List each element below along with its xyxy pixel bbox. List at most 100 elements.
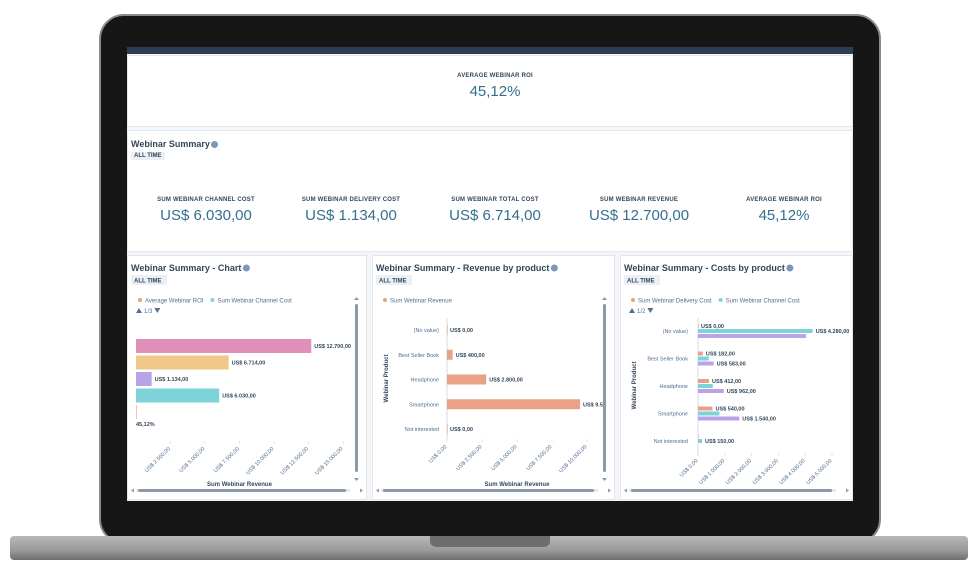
panel-svg: Webinar Summary - Chart ALL TIME Average W…: [131, 263, 363, 493]
scroll-right[interactable]: [846, 488, 849, 493]
laptop-base: [10, 536, 968, 560]
x-tick-label: US$ 5.000,00: [490, 444, 518, 472]
bar: [447, 399, 580, 410]
kpi-label: SUM WEBINAR TOTAL COST: [451, 197, 539, 203]
bar: [698, 334, 807, 338]
badge: ALL TIME: [131, 152, 165, 160]
summary-title: Webinar Summary: [131, 139, 218, 149]
badge-bg: [624, 275, 660, 285]
legend-label: Sum Webinar Channel Cost: [726, 299, 801, 305]
kpi-label: SUM WEBINAR REVENUE: [599, 197, 679, 203]
vscroll-up[interactable]: [354, 297, 359, 300]
vscroll-up[interactable]: [602, 297, 607, 300]
bar: [447, 424, 448, 434]
legend-swatch: [631, 298, 635, 302]
bar: [698, 416, 740, 421]
chart-panel: Webinar Summary - Costs by product ALL TI…: [620, 255, 853, 500]
data-label: US$ 6.714,00: [232, 361, 266, 367]
pager: 1/2: [637, 309, 646, 315]
bar: [136, 339, 312, 353]
scroll-thumb[interactable]: [383, 489, 594, 492]
pager-up[interactable]: [629, 308, 635, 313]
info-icon[interactable]: [210, 141, 218, 148]
legend-swatch: [718, 298, 723, 302]
bar: [698, 406, 713, 411]
data-label: US$ 540,00: [715, 407, 744, 413]
badge: ALL TIME: [627, 279, 655, 285]
bar: [698, 329, 813, 333]
kpi-label: AVERAGE WEBINAR ROI: [746, 197, 822, 203]
y-tick-label: Best Seller Book: [647, 357, 688, 363]
x-tick-label: US$ 5.000,00: [805, 458, 833, 486]
scroll-left[interactable]: [131, 488, 134, 493]
panel-title: Webinar Summary - Chart: [131, 263, 241, 273]
info-icon[interactable]: [786, 264, 794, 272]
panel-svg: Webinar Summary - Revenue by product ALL …: [376, 263, 611, 493]
scroll-right[interactable]: [360, 488, 363, 493]
badge: ALL TIME: [379, 279, 407, 285]
x-tick-label: US$ 12.500,00: [280, 446, 310, 476]
base-notch: [430, 536, 550, 547]
top-card: AVERAGE WEBINAR ROI 45,12%: [127, 55, 853, 127]
x-tick-label: US$ 2.500,00: [144, 446, 172, 474]
data-label: US$ 0,00: [450, 427, 473, 433]
data-label: US$ 0,00: [701, 324, 724, 330]
x-tick-label: US$ 4.000,00: [779, 458, 807, 486]
pager-up[interactable]: [136, 308, 142, 313]
info-icon[interactable]: [242, 264, 250, 272]
scroll-left[interactable]: [624, 488, 627, 493]
bar: [698, 411, 720, 416]
pager-down[interactable]: [647, 308, 654, 313]
data-label: US$ 400,00: [456, 353, 485, 359]
x-tick-label: US$ 7.500,00: [525, 444, 553, 472]
y-tick-label: Headphone: [411, 378, 439, 384]
data-label: US$ 1.134,00: [155, 377, 189, 383]
bar: [698, 434, 699, 438]
data-label: US$ 962,00: [727, 389, 756, 395]
bar: [447, 374, 487, 385]
legend-label: Sum Webinar Channel Cost: [217, 299, 292, 305]
info-icon[interactable]: [550, 264, 558, 272]
vscroll-thumb[interactable]: [355, 304, 358, 472]
bar: [136, 405, 137, 419]
y-tick-label: Not interested: [405, 427, 439, 433]
y-tick-label: Smartphone: [409, 402, 439, 408]
pager-down[interactable]: [154, 308, 161, 313]
scroll-thumb[interactable]: [138, 489, 346, 492]
legend-swatch: [383, 298, 387, 302]
bar: [698, 351, 703, 356]
x-axis-title: Sum Webinar Revenue: [207, 482, 273, 488]
panel-svg: Webinar Summary - Costs by product ALL TI…: [624, 263, 850, 493]
kpi-label: SUM WEBINAR DELIVERY COST: [301, 197, 401, 203]
scroll-right[interactable]: [608, 488, 611, 493]
x-tick-label: US$ 5.000,00: [178, 446, 206, 474]
badge-bg: [131, 275, 167, 285]
y-tick-label: Headphone: [660, 384, 688, 390]
kpi-value: US$ 12.700,00: [588, 207, 690, 224]
badge-bg: [376, 275, 412, 285]
x-tick-label: US$ 3.000,00: [752, 458, 780, 486]
legend-label: Sum Webinar Revenue: [390, 299, 453, 305]
kpi-value: US$ 1.134,00: [305, 207, 397, 224]
vscroll-thumb[interactable]: [603, 304, 606, 472]
vscroll-down[interactable]: [354, 478, 359, 481]
x-tick-label: US$ 10.000,00: [245, 446, 275, 476]
bar: [698, 361, 714, 366]
bar: [698, 389, 724, 393]
data-label: US$ 0,00: [450, 328, 473, 334]
vscroll-down[interactable]: [602, 478, 607, 481]
scroll-left[interactable]: [376, 488, 379, 493]
bar: [698, 439, 703, 443]
scroll-thumb[interactable]: [631, 489, 832, 492]
data-label: US$ 4.280,00: [816, 329, 850, 335]
data-label: US$ 12.700,00: [314, 344, 351, 350]
x-tick-label: US$ 2.500,00: [455, 444, 483, 472]
kpi-label: AVERAGE WEBINAR ROI: [457, 73, 533, 79]
kpi-label: SUM WEBINAR CHANNEL COST: [157, 197, 255, 203]
legend-swatch: [138, 298, 142, 302]
x-tick-label: US$ 0,00: [679, 458, 699, 478]
y-tick-label: (No value): [414, 328, 440, 334]
legend-label: Sum Webinar Delivery Cost: [638, 299, 712, 305]
data-label: US$ 6.030,00: [222, 394, 256, 400]
badge: ALL TIME: [134, 279, 162, 285]
